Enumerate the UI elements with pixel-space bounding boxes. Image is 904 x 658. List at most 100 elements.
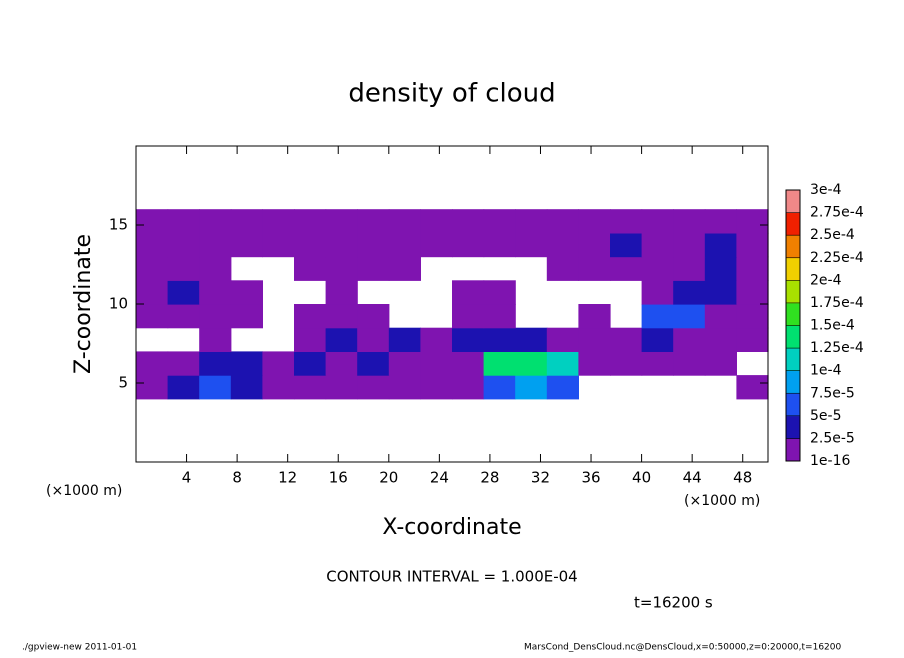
x-unit: (×1000 m)	[684, 493, 760, 509]
contour-cell	[578, 209, 611, 234]
contour-cell	[452, 280, 485, 305]
colorbar-swatch	[786, 370, 800, 394]
colorbar-swatch	[786, 190, 800, 213]
x-tick-label: 12	[278, 469, 297, 487]
contour-cell	[483, 375, 516, 400]
contour-cell	[610, 327, 643, 352]
contour-cell	[578, 256, 611, 281]
footer: MarsCond_DensCloud.nc@DensCloud,x=0:5000…	[524, 643, 841, 653]
x-tick-label: 36	[581, 469, 600, 487]
contour-cell	[641, 327, 674, 352]
contour-cell	[546, 351, 579, 376]
chart-title: density of cloud	[348, 79, 555, 109]
colorbar-label: 1e-4	[810, 363, 842, 379]
contour-cell	[673, 232, 706, 258]
contour-cell	[199, 232, 232, 258]
x-tick-label: 4	[182, 469, 192, 487]
contour-cell	[515, 375, 548, 400]
time-label: t=16200 s	[634, 594, 713, 612]
contour-cell	[136, 256, 169, 281]
contour-cell	[167, 232, 200, 258]
contour-cell	[388, 209, 421, 234]
contour-cell	[294, 304, 327, 329]
contour-cell	[167, 375, 200, 400]
contour-cell	[704, 280, 737, 305]
contour-cell	[452, 327, 485, 352]
contour-cell	[167, 256, 200, 281]
colorbar-swatch	[786, 393, 800, 417]
contour-cell	[483, 209, 516, 234]
x-tick-label: 32	[531, 469, 550, 487]
contour-cell	[736, 327, 769, 352]
contour-cell	[641, 304, 674, 329]
contour-cell	[388, 327, 421, 352]
colorbar-label: 1.25e-4	[810, 340, 864, 356]
contour-cell	[483, 304, 516, 329]
contour-cell	[515, 351, 548, 376]
contour-cell	[388, 256, 421, 281]
colorbar-swatch	[786, 438, 800, 462]
colorbar-swatch	[786, 280, 800, 304]
x-unit: (×1000 m)	[46, 483, 122, 499]
contour-cell	[546, 256, 579, 281]
contour-cell	[610, 256, 643, 281]
contour-cell	[736, 304, 769, 329]
contour-cell	[388, 232, 421, 258]
colorbar-label: 2.5e-4	[810, 227, 855, 243]
contour-cell	[483, 327, 516, 352]
contour-cell	[641, 232, 674, 258]
contour-cell	[294, 256, 327, 281]
contour-cell	[515, 232, 548, 258]
contour-cell	[199, 256, 232, 281]
contour-cell	[199, 209, 232, 234]
contour-cell	[199, 304, 232, 329]
colorbar-swatch	[786, 212, 800, 236]
contour-cell	[167, 351, 200, 376]
contour-cell	[136, 351, 169, 376]
contour-cell	[420, 351, 453, 376]
contour-cell	[736, 232, 769, 258]
colorbar-label: 7.5e-5	[810, 385, 855, 401]
contour-cell	[673, 209, 706, 234]
contour-cell	[673, 256, 706, 281]
colorbar-swatch	[786, 257, 800, 281]
contour-cell	[546, 327, 579, 352]
contour-cell	[483, 280, 516, 305]
contour-cell	[704, 232, 737, 258]
y-tick-label: 10	[109, 295, 128, 313]
x-tick-label: 16	[329, 469, 348, 487]
contour-cell	[167, 304, 200, 329]
contour-cell	[546, 232, 579, 258]
contour-cell	[294, 327, 327, 352]
colorbar-label: 1.5e-4	[810, 318, 855, 334]
contour-cell	[325, 256, 358, 281]
contour-cell	[578, 304, 611, 329]
contour-cell	[578, 351, 611, 376]
contour-cell	[262, 209, 295, 234]
colorbar-label: 2e-4	[810, 272, 842, 288]
contour-cell	[325, 209, 358, 234]
contour-cell	[578, 232, 611, 258]
contour-cell	[641, 256, 674, 281]
contour-cell	[357, 304, 390, 329]
contour-cell	[230, 351, 263, 376]
contour-cell	[199, 280, 232, 305]
contour-cell	[736, 256, 769, 281]
contour-cell	[357, 375, 390, 400]
contour-cell	[167, 209, 200, 234]
contour-cell	[136, 304, 169, 329]
contour-cell	[546, 209, 579, 234]
contour-cell	[736, 375, 769, 400]
contour-cell	[704, 327, 737, 352]
contour-cell	[294, 232, 327, 258]
contour-cell	[262, 351, 295, 376]
contour-cell	[546, 375, 579, 400]
x-tick-label: 48	[733, 469, 752, 487]
x-tick-label: 40	[632, 469, 651, 487]
contour-cell	[610, 209, 643, 234]
contour-cell	[262, 375, 295, 400]
contour-cell	[673, 304, 706, 329]
contour-cell	[167, 280, 200, 305]
x-axis-label: X-coordinate	[382, 515, 521, 540]
contour-cell	[704, 209, 737, 234]
